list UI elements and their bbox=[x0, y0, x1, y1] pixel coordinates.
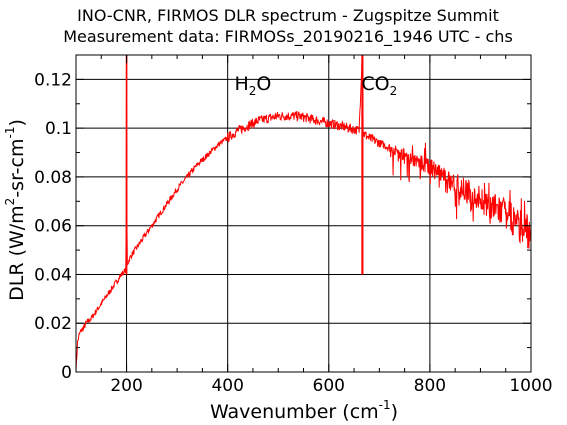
y-tick-label: 0 bbox=[61, 363, 72, 383]
x-tick-label: 200 bbox=[110, 376, 142, 396]
molecule-label: CO2 bbox=[361, 73, 397, 98]
series-layer bbox=[75, 54, 532, 373]
x-tick-label: 400 bbox=[211, 376, 243, 396]
x-tick-label: 1000 bbox=[509, 376, 552, 396]
ticks: 200 400 600 800 1000 0 0.02 0.04 0.06 0.08 0.1 0.12 bbox=[34, 55, 553, 396]
x-tick-label: 600 bbox=[313, 376, 345, 396]
annotations: H2O CO2 bbox=[234, 73, 397, 98]
x-tick-label: 800 bbox=[414, 376, 446, 396]
y-tick-label: 0.1 bbox=[45, 119, 72, 139]
y-tick-label: 0.08 bbox=[34, 168, 72, 188]
y-tick-label: 0.06 bbox=[34, 217, 72, 237]
spectrum-line bbox=[75, 54, 532, 373]
x-axis-label: Wavenumber (cm-1) bbox=[210, 398, 398, 423]
y-tick-label: 0.04 bbox=[34, 265, 72, 285]
y-axis-label: DLR (W/m2-sr-cm-1) bbox=[3, 119, 28, 301]
grid bbox=[76, 55, 531, 372]
y-tick-label: 0.02 bbox=[34, 314, 72, 334]
y-tick-label: 0.12 bbox=[34, 70, 72, 90]
molecule-label: H2O bbox=[234, 73, 271, 98]
chart-subtitle: Measurement data: FIRMOSs_20190216_1946 … bbox=[63, 27, 513, 47]
chart-title: INO-CNR, FIRMOS DLR spectrum - Zugspitze… bbox=[77, 6, 499, 25]
plot-frame bbox=[75, 54, 532, 373]
